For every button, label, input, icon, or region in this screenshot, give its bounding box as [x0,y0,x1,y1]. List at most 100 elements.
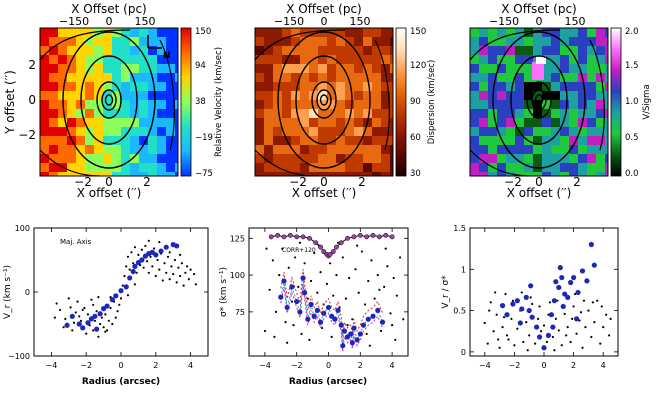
map-bin [363,37,373,47]
map-bin [85,163,95,173]
map-bin [479,55,489,65]
scatter-point [186,265,189,268]
scatter-point [582,299,586,302]
scatter-point [109,306,112,310]
corrected-profile-point [318,244,323,250]
map-bin [300,172,310,176]
dispersion-profile-points [263,232,405,352]
scatter-point [341,256,344,259]
map-bin [67,37,77,47]
map-bin [291,55,301,65]
map-bin [175,100,178,110]
map-bin [291,145,301,155]
map-bin [58,109,68,119]
scatter-point [116,310,119,313]
map-bin [291,73,301,83]
map-bin [40,136,50,146]
map-bin [175,136,178,146]
map-bin [542,91,552,101]
map-bin [148,37,158,47]
velocity-colorbar-tick: 94 [195,61,206,71]
map-bin [381,91,391,101]
map-bin [112,64,122,74]
scatter-point [111,322,114,326]
scatter-point [351,318,354,321]
scatter-point [114,316,117,319]
scatter-point [590,335,593,339]
scatter-point [161,279,164,282]
scatter-point [168,278,171,281]
map-bin [130,109,140,119]
scatter-point [184,271,187,274]
scatter-point [287,266,290,269]
map-bin [300,136,310,146]
scatter-point [173,258,177,262]
map-bin [67,109,77,119]
y-tick-label: 0 [25,288,30,297]
map-bin [515,82,525,92]
map-bin [569,55,579,65]
map-bin [354,127,364,137]
map-bin [291,46,301,56]
map-bin [506,163,516,173]
scatter-point [501,325,504,329]
map-bin [560,163,570,173]
map-bin [524,127,534,137]
corrected-profile-point [370,232,376,238]
map-bin [264,172,274,176]
map-bin [58,64,68,74]
scatter-point [497,338,500,341]
map-bin [542,55,552,65]
map-bin [327,46,337,56]
scatter-point [107,319,110,322]
scatter-point [557,329,560,332]
map-bin [542,64,552,74]
map-bin [506,28,516,38]
map-bin [76,28,86,38]
map-bin [345,100,355,110]
scatter-point [297,285,300,288]
map-bin [148,154,158,164]
map-bin [515,55,525,65]
map-bin [148,136,158,146]
map-bin [282,28,292,38]
map-bin [551,109,561,119]
scatter-point [72,321,76,324]
scatter-point [166,255,170,258]
map-bin [94,100,104,110]
binned-point [504,312,510,318]
map-bin [130,28,140,38]
map-bin [390,82,393,92]
velocity-map-frame [39,27,179,177]
map-bin [139,172,149,176]
isophote-contour [311,81,337,119]
map-bin [345,64,355,74]
binned-point [69,313,75,319]
velocity-map-x-tick: −2 [74,175,92,189]
map-bin [533,154,543,164]
scatter-point [69,306,72,309]
map-bin [524,172,534,176]
scatter-point [274,310,278,313]
map-bin [345,73,355,83]
map-bin [497,82,507,92]
vsigma-map-top-axis-label: X Offset (pc) [501,2,576,16]
isophote-contour [531,89,547,111]
map-bin [67,28,77,38]
map-bin [94,163,104,173]
binned-point [370,313,376,319]
map-bin [569,46,579,56]
binned-point [523,294,529,300]
map-bin [76,145,86,155]
map-bin [372,118,382,128]
map-bin [40,100,50,110]
map-bin [532,62,544,80]
y-tick-label: 0.5 [453,307,466,316]
isophote-contour [316,89,332,111]
map-bin [551,136,561,146]
map-bin [470,154,480,164]
velocity-map-y-tick: 2 [28,58,36,72]
scatter-point [593,321,596,324]
map-bin [273,82,283,92]
map-bin [479,37,489,47]
